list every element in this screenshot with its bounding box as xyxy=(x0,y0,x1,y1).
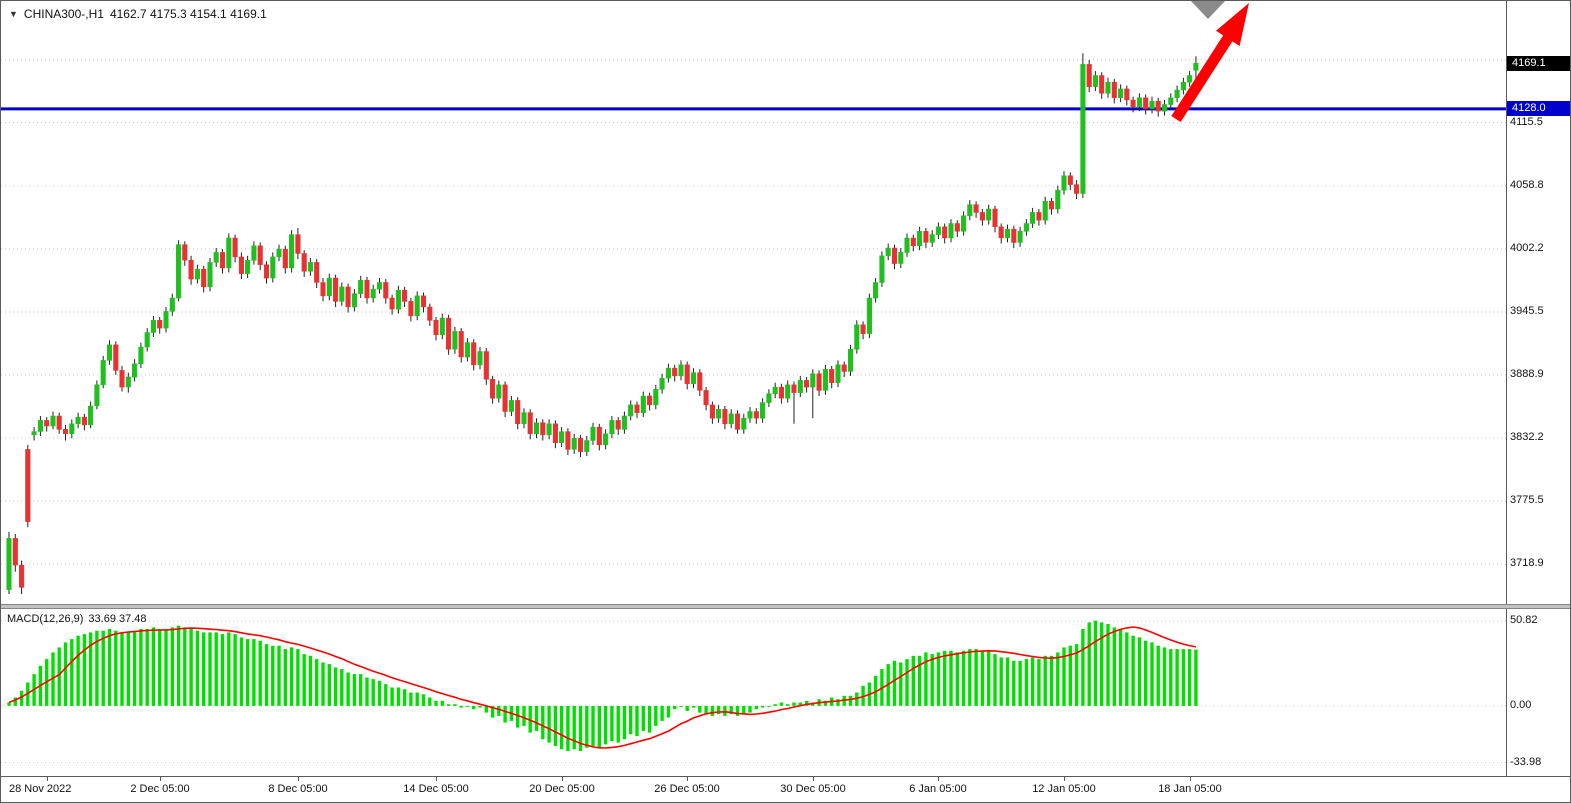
time-axis-tick xyxy=(1190,777,1191,781)
axis-separator-line xyxy=(1506,1,1507,776)
macd-axis-label: -33.98 xyxy=(1510,755,1542,768)
macd-values: 33.69 37.48 xyxy=(88,613,147,625)
price-axis-label: 3832.2 xyxy=(1510,431,1544,443)
macd-axis-label: 0.00 xyxy=(1510,698,1532,711)
price-axis-label: 4058.8 xyxy=(1510,178,1544,191)
time-axis-label: 28 Nov 2022 xyxy=(9,783,72,795)
time-axis-label: 12 Jan 05:00 xyxy=(1032,783,1096,795)
price-axis[interactable]: 4115.5 4058.8 4002.2 3945.5 3888.9 3832.2 3775… xyxy=(1510,1,1570,604)
pane-separator[interactable] xyxy=(1,604,1570,609)
gray-marker-triangle xyxy=(1191,1,1225,19)
support-price-badge: 4128.0 xyxy=(1507,100,1570,116)
time-axis-tick xyxy=(562,777,563,781)
time-axis-label: 2 Dec 05:00 xyxy=(130,783,190,795)
time-axis-label: 26 Dec 05:00 xyxy=(654,783,720,795)
candlestick-chart[interactable] xyxy=(1,1,1506,604)
time-axis-label: 20 Dec 05:00 xyxy=(529,783,595,795)
chart-header: ▼ CHINA300-,H1 4162.7 4175.3 4154.1 4169… xyxy=(9,7,267,21)
time-axis-tick xyxy=(1064,777,1065,781)
price-axis-label: 4002.2 xyxy=(1510,241,1544,254)
time-axis-label: 14 Dec 05:00 xyxy=(403,783,469,795)
macd-axis-label: 50.82 xyxy=(1510,613,1538,626)
time-axis-tick xyxy=(298,777,299,781)
time-axis-tick xyxy=(938,777,939,781)
price-axis-label: 4115.5 xyxy=(1510,115,1543,128)
time-axis-tick xyxy=(47,777,48,781)
time-axis-tick xyxy=(436,777,437,781)
time-axis-label: 18 Jan 05:00 xyxy=(1158,783,1222,795)
macd-chart[interactable] xyxy=(1,609,1506,776)
symbol-marker-icon: ▼ xyxy=(9,8,18,19)
time-axis-tick xyxy=(687,777,688,781)
time-axis[interactable]: 28 Nov 2022 2 Dec 05:00 8 Dec 05:00 14 Dec … xyxy=(1,776,1570,802)
macd-indicator-label: MACD(12,26,9) xyxy=(7,613,84,625)
macd-axis: 50.82 0.00 -33.98 xyxy=(1510,609,1570,776)
time-axis-label: 6 Jan 05:00 xyxy=(909,783,967,795)
price-axis-label: 3888.9 xyxy=(1510,367,1544,380)
price-axis-label: 3718.9 xyxy=(1510,557,1544,570)
time-axis-tick xyxy=(160,777,161,781)
current-price-badge: 4169.1 xyxy=(1507,56,1570,72)
bullish-trend-arrow xyxy=(1171,3,1249,122)
macd-signal-line xyxy=(8,626,1197,749)
macd-indicator-title: MACD(12,26,9) 33.69 37.48 xyxy=(7,613,152,625)
symbol-period-label: CHINA300-,H1 xyxy=(23,7,104,21)
price-axis-label: 3775.5 xyxy=(1510,494,1544,507)
time-axis-label: 30 Dec 05:00 xyxy=(780,783,846,795)
price-axis-label: 3945.5 xyxy=(1510,304,1544,317)
time-axis-tick xyxy=(813,777,814,781)
time-axis-label: 8 Dec 05:00 xyxy=(268,783,328,795)
ohlc-values: 4162.7 4175.3 4154.1 4169.1 xyxy=(109,7,267,21)
